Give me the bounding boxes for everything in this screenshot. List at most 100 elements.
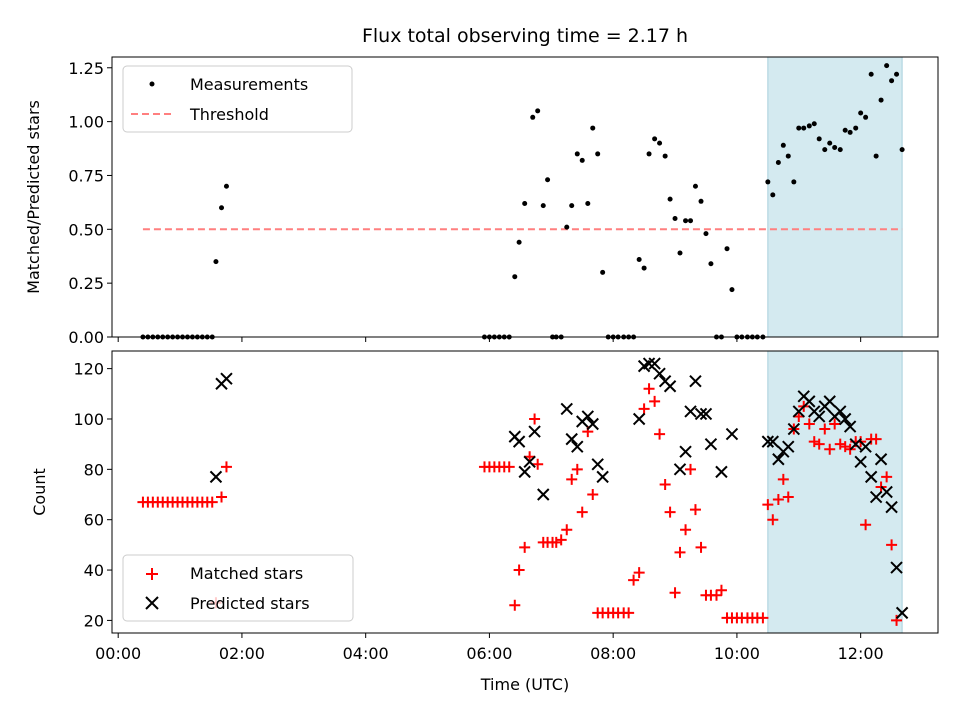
measurement-point [801,125,807,131]
predicted-star-point [571,440,584,453]
matched-star-point [576,506,588,518]
measurement-point [530,114,536,120]
predicted-star-point [679,445,692,458]
measurement-point [545,177,551,183]
measurement-point [796,125,802,131]
measurement-point [636,256,642,262]
y-tick-label: 60 [84,511,104,530]
measurement-point [770,192,776,198]
measurement-point [894,71,900,77]
measurement-point [657,140,663,146]
matched-star-point [772,494,784,506]
measurement-point [698,198,704,204]
measurement-point [847,129,853,135]
measurement-point [585,200,591,206]
measurement-point [692,183,698,189]
matched-star-point [695,541,707,553]
predicted-star-point [787,422,801,436]
predicted-star-point [885,500,898,514]
measurement-point [213,259,219,265]
measurement-point [899,147,905,153]
matched-star-point [555,534,567,546]
x-axis-label: Time (UTC) [480,675,569,694]
measurement-point [806,123,812,129]
matched-star-point [674,546,686,558]
predicted-star-point [581,410,595,423]
predicted-star-point [632,412,646,426]
measurement-point [837,147,843,153]
matched-star-point [638,403,650,415]
measurement-point [873,153,879,159]
y-tick-label: 20 [84,611,104,630]
matched-star-point [824,443,836,455]
measurement-point [724,246,730,252]
measurement-point [564,224,570,230]
top-panel: 0.00 0.25 0.50 0.75 1.00 1.25 Matched/Predict… [24,56,939,347]
predicted-star-point [689,375,702,388]
predicted-star-point [761,435,775,448]
matched-star-point [803,418,815,430]
y-tick-label: 100 [73,410,104,429]
chart-title: Flux total observing time = 2.17 h [362,25,688,47]
matched-star-point [819,423,831,435]
measurement-point [729,287,735,293]
matched-star-point [654,428,666,440]
matched-star-point [777,473,789,485]
predicted-star-point [725,427,739,441]
predicted-star-point [560,402,573,416]
x-tick-label: 02:00 [219,644,265,663]
measurement-point [688,218,694,224]
predicted-star-point [782,440,795,453]
matched-star-point [659,478,671,490]
predicted-star-point [772,453,785,466]
matched-star-point [532,458,544,470]
legend-matched-label: Matched stars [190,564,303,583]
matched-star-point [685,463,697,475]
matched-star-point [561,524,573,536]
matched-star-point [628,574,640,586]
x-tick-label: 12:00 [838,644,884,663]
x-tick-label: 04:00 [343,644,389,663]
measurement-point [785,153,791,159]
predicted-star-point [694,407,708,421]
predicted-stars-points [209,357,909,620]
measurement-point [646,151,652,157]
matched-star-point [587,489,599,501]
top-legend-box [122,65,353,133]
top-y-ticks: 0.00 0.25 0.50 0.75 1.00 1.25 [68,59,112,347]
measurement-point [811,121,817,127]
predicted-star-point [512,435,526,448]
legend-matched-marker [146,568,158,580]
matched-star-point [206,496,218,508]
matched-star-point [664,506,676,518]
matched-star-point [710,589,722,601]
measurement-point [590,125,596,131]
matched-star-point [680,524,692,536]
matched-star-point [891,614,903,626]
y-tick-label: 40 [84,561,104,580]
measurement-point [667,196,673,202]
measurement-point [775,160,781,166]
measurement-point [868,71,874,77]
predicted-star-point [715,465,728,479]
predicted-star-point [880,485,893,499]
measurement-point [569,203,575,209]
top-shaded-interval [767,56,903,338]
predicted-star-point [843,420,857,433]
top-axes-frame [111,56,939,338]
predicted-star-point [704,437,718,451]
matched-star-point [860,519,872,531]
predicted-star-point [673,463,687,476]
matched-star-point [767,514,779,526]
matched-star-point [881,471,893,483]
matched-star-point [689,504,701,516]
bottom-panel: 20 40 60 80 100 120 00:00 02:00 04:00 06:00 08:00… [30,351,939,694]
measurement-point [703,231,709,237]
measurement-point [832,144,838,150]
matched-star-point [886,539,898,551]
x-tick-label: 06:00 [466,644,512,663]
measurement-point [889,78,895,84]
y-tick-label: 0.25 [68,274,104,293]
measurement-point [672,216,678,222]
